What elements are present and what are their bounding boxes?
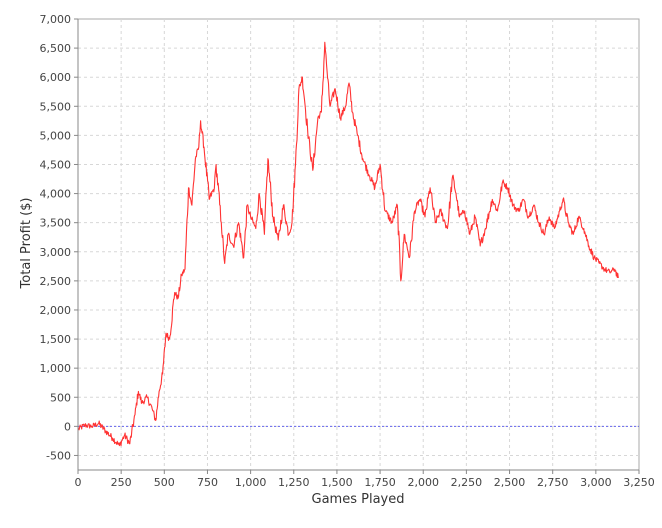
x-tick-label: 1,750 bbox=[364, 476, 396, 489]
y-tick-label: 4,000 bbox=[40, 188, 72, 201]
x-tick-label: 1,250 bbox=[278, 476, 310, 489]
y-tick-label: 7,000 bbox=[40, 13, 72, 26]
y-tick-label: 5,000 bbox=[40, 129, 72, 142]
x-tick-label: 1,500 bbox=[321, 476, 353, 489]
y-tick-label: 2,000 bbox=[40, 304, 72, 317]
x-tick-label: 0 bbox=[75, 476, 82, 489]
x-tick-label: 3,000 bbox=[580, 476, 612, 489]
x-tick-label: 3,250 bbox=[623, 476, 655, 489]
x-tick-label: 2,250 bbox=[451, 476, 483, 489]
x-axis-ticks: 0 250 500 750 1,000 1,250 1,500 1,750 2,000 2,250… bbox=[75, 470, 655, 489]
series-line bbox=[77, 41, 619, 447]
y-tick-label: 4,500 bbox=[40, 158, 72, 171]
x-axis-title: Games Played bbox=[312, 492, 405, 507]
y-tick-label: 2,500 bbox=[40, 275, 72, 288]
x-tick-label: 2,750 bbox=[537, 476, 569, 489]
y-tick-label: 3,500 bbox=[40, 217, 72, 230]
y-tick-label: 6,500 bbox=[40, 42, 72, 55]
x-tick-label: 2,000 bbox=[407, 476, 439, 489]
grid bbox=[77, 18, 640, 471]
y-tick-label: 3,000 bbox=[40, 246, 72, 259]
y-tick-label: 5,500 bbox=[40, 100, 72, 113]
y-tick-label: 6,000 bbox=[40, 71, 72, 84]
y-tick-label: 0 bbox=[64, 420, 71, 433]
x-tick-label: 500 bbox=[154, 476, 175, 489]
series-layer bbox=[77, 41, 619, 447]
axes bbox=[77, 19, 639, 471]
x-tick-label: 250 bbox=[111, 476, 132, 489]
plot-area bbox=[77, 18, 640, 471]
y-tick-label: 1,000 bbox=[40, 362, 72, 375]
x-tick-label: 750 bbox=[197, 476, 218, 489]
y-axis-ticks: -500 0 500 1,000 1,500 2,000 2,500 3,000 3,500 4,… bbox=[40, 13, 78, 462]
y-tick-label: -500 bbox=[46, 449, 71, 462]
y-tick-label: 500 bbox=[50, 391, 71, 404]
y-axis-title: Total Profit ($) bbox=[19, 198, 34, 290]
x-tick-label: 1,000 bbox=[235, 476, 267, 489]
x-tick-label: 2,500 bbox=[494, 476, 526, 489]
y-tick-label: 1,500 bbox=[40, 333, 72, 346]
